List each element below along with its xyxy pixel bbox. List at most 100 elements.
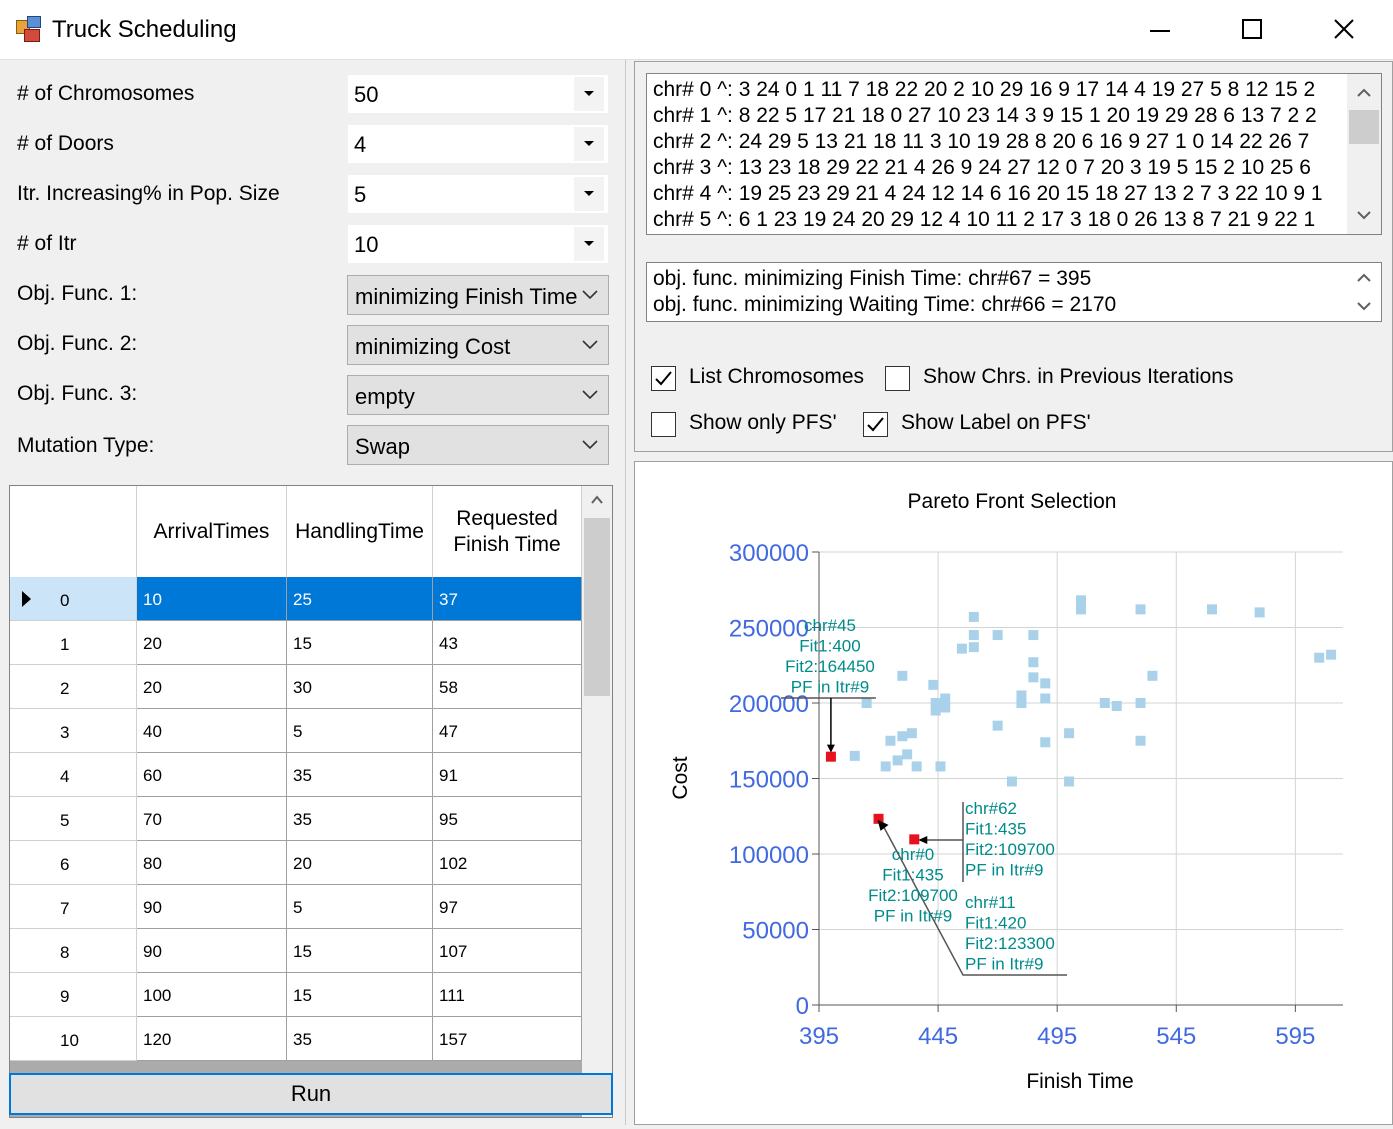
scroll-up-icon[interactable]	[591, 494, 603, 506]
grid-cell[interactable]: 35	[287, 753, 433, 797]
column-header-arrival[interactable]: ArrivalTimes	[137, 486, 287, 577]
itr-combo[interactable]: 10	[347, 224, 609, 264]
grid-cell[interactable]: 97	[433, 885, 582, 929]
table-row[interactable]: 4 60 35 91	[10, 753, 582, 797]
column-header-handling[interactable]: HandlingTime	[287, 486, 433, 577]
grid-cell[interactable]: 10	[137, 577, 287, 621]
population-point[interactable]	[968, 642, 979, 653]
population-point[interactable]	[1064, 728, 1075, 739]
grid-corner-cell[interactable]	[10, 486, 137, 577]
population-point[interactable]	[968, 630, 979, 641]
population-point[interactable]	[1040, 678, 1051, 689]
scroll-down-icon[interactable]	[1357, 301, 1371, 311]
population-point[interactable]	[1207, 604, 1217, 615]
population-point[interactable]	[1135, 698, 1146, 708]
results-textbox[interactable]: obj. func. minimizing Finish Time: chr#6…	[646, 262, 1382, 322]
row-header[interactable]: 0	[10, 577, 137, 621]
chromosome-list-scrollbar[interactable]	[1347, 74, 1381, 234]
grid-cell[interactable]: 15	[287, 973, 433, 1017]
population-point[interactable]	[880, 761, 891, 772]
grid-cell[interactable]: 100	[137, 973, 287, 1017]
population-point[interactable]	[1040, 737, 1051, 748]
row-header[interactable]: 9	[10, 973, 137, 1017]
scroll-down-icon[interactable]	[1357, 210, 1371, 220]
close-button[interactable]	[1298, 0, 1390, 58]
grid-cell[interactable]: 95	[433, 797, 582, 841]
grid-cell[interactable]: 91	[433, 753, 582, 797]
grid-cell[interactable]: 35	[287, 797, 433, 841]
scroll-up-icon[interactable]	[1357, 88, 1371, 98]
chromosome-list-item[interactable]: chr# 0 ^: 3 24 0 1 11 7 18 22 20 2 10 29…	[653, 78, 1316, 101]
population-point[interactable]	[1254, 607, 1265, 618]
minimize-button[interactable]	[1114, 0, 1206, 58]
grid-cell[interactable]: 107	[433, 929, 582, 973]
population-point[interactable]	[902, 749, 913, 760]
chromosome-list-item[interactable]: chr# 2 ^: 24 29 5 13 21 18 11 3 10 19 28…	[653, 130, 1310, 153]
pareto-point[interactable]	[909, 834, 920, 845]
population-point[interactable]	[906, 728, 917, 739]
chromosome-list-item[interactable]: chr# 1 ^: 8 22 5 17 21 18 0 27 10 23 14 …	[653, 104, 1317, 127]
pareto-point[interactable]	[873, 813, 884, 824]
chromosomes-combo[interactable]: 50	[347, 74, 609, 114]
row-header[interactable]: 8	[10, 929, 137, 973]
grid-cell[interactable]: 20	[137, 665, 287, 709]
population-point[interactable]	[940, 702, 951, 713]
grid-scroll-thumb[interactable]	[584, 518, 610, 696]
table-row[interactable]: 5 70 35 95	[10, 797, 582, 841]
obj3-dropdown[interactable]: empty	[347, 375, 609, 415]
row-header[interactable]: 7	[10, 885, 137, 929]
table-row[interactable]: 9 100 15 111	[10, 973, 582, 1017]
population-point[interactable]	[1099, 698, 1110, 708]
population-point[interactable]	[1135, 604, 1146, 615]
population-point[interactable]	[968, 611, 979, 622]
grid-cell[interactable]: 37	[433, 577, 582, 621]
pareto-chart[interactable]: Pareto Front Selection Finish Time Cost …	[635, 462, 1392, 1124]
pareto-point[interactable]	[825, 751, 836, 762]
population-point[interactable]	[992, 630, 1003, 641]
chromosome-list-item[interactable]: chr# 4 ^: 19 25 23 29 21 4 24 12 14 6 16…	[653, 182, 1323, 205]
grid-cell[interactable]: 40	[137, 709, 287, 753]
run-button[interactable]: Run	[9, 1073, 613, 1115]
chromosome-list-item[interactable]: chr# 3 ^: 13 23 18 29 22 21 4 26 9 24 27…	[653, 156, 1311, 179]
population-point[interactable]	[1028, 672, 1039, 683]
grid-cell[interactable]: 47	[433, 709, 582, 753]
grid-cell[interactable]: 157	[433, 1017, 582, 1061]
population-point[interactable]	[992, 720, 1003, 731]
checkbox-box[interactable]	[863, 412, 888, 437]
population-point[interactable]	[1135, 735, 1146, 746]
row-header[interactable]: 5	[10, 797, 137, 841]
population-point[interactable]	[1326, 649, 1337, 660]
grid-cell[interactable]: 70	[137, 797, 287, 841]
grid-cell[interactable]: 111	[433, 973, 582, 1017]
population-point[interactable]	[897, 670, 908, 681]
chromosome-listbox[interactable]: chr# 0 ^: 3 24 0 1 11 7 18 22 20 2 10 29…	[646, 73, 1382, 235]
table-row[interactable]: 7 90 5 97	[10, 885, 582, 929]
row-header[interactable]: 10	[10, 1017, 137, 1061]
population-point[interactable]	[861, 698, 872, 708]
table-row[interactable]: 8 90 15 107	[10, 929, 582, 973]
grid-cell[interactable]: 5	[287, 709, 433, 753]
grid-cell[interactable]: 80	[137, 841, 287, 885]
results-scrollbar[interactable]	[1347, 263, 1381, 321]
grid-cell[interactable]: 102	[433, 841, 582, 885]
population-point[interactable]	[930, 698, 941, 708]
grid-cell[interactable]: 15	[287, 929, 433, 973]
population-point[interactable]	[956, 643, 967, 654]
population-point[interactable]	[885, 735, 896, 746]
grid-cell[interactable]: 25	[287, 577, 433, 621]
truck-data-grid[interactable]: ArrivalTimes HandlingTime Requested Fini…	[9, 485, 613, 1118]
grid-cell[interactable]: 90	[137, 885, 287, 929]
chevron-down-icon[interactable]	[574, 177, 604, 211]
table-row[interactable]: 3 40 5 47	[10, 709, 582, 753]
population-point[interactable]	[892, 755, 903, 766]
grid-cell[interactable]: 35	[287, 1017, 433, 1061]
row-header[interactable]: 1	[10, 621, 137, 665]
table-row[interactable]: 1 20 15 43	[10, 621, 582, 665]
population-point[interactable]	[935, 761, 946, 772]
table-row[interactable]: 6 80 20 102	[10, 841, 582, 885]
population-point[interactable]	[1111, 701, 1122, 712]
grid-cell[interactable]: 20	[137, 621, 287, 665]
chromosome-list-scroll-thumb[interactable]	[1349, 110, 1379, 144]
checkbox-box[interactable]	[651, 366, 676, 391]
grid-cell[interactable]: 58	[433, 665, 582, 709]
